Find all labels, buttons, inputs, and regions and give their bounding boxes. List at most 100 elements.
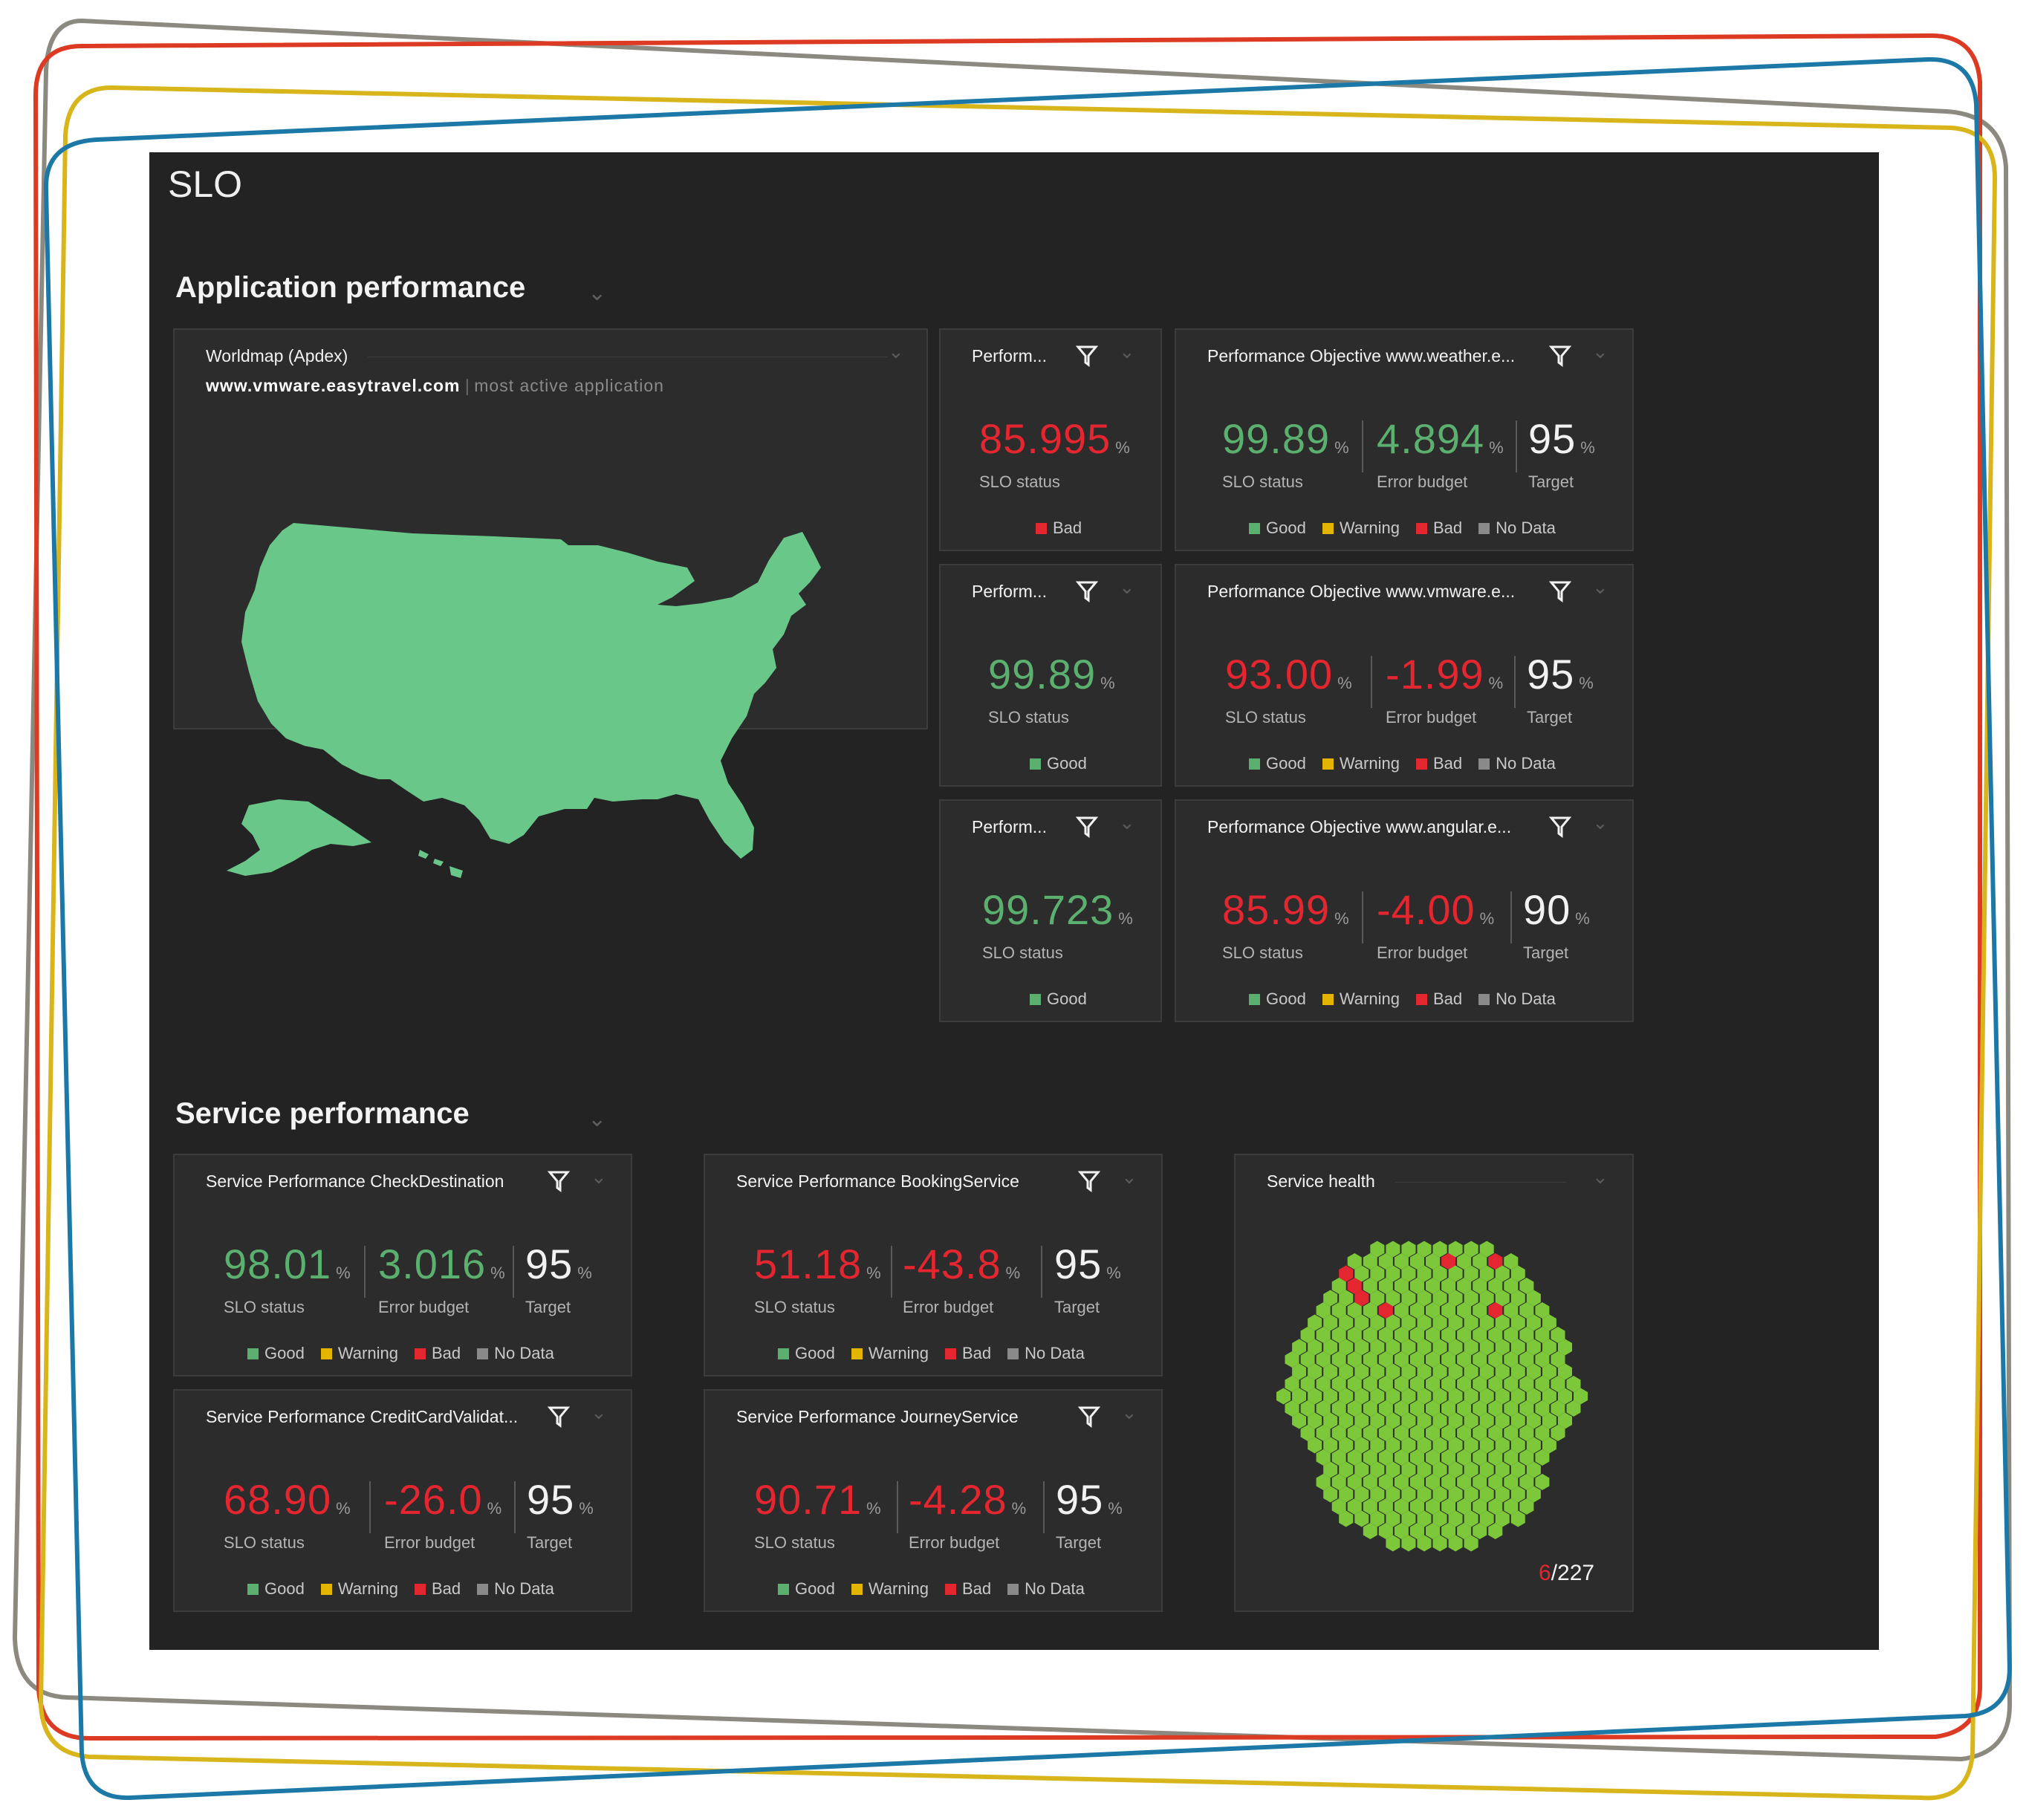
- worldmap-tile[interactable]: Worldmap (Apdex) ⌄ www.vmware.easytravel…: [173, 328, 928, 878]
- service-hex-healthy[interactable]: [1488, 1400, 1503, 1417]
- service-hex-healthy[interactable]: [1504, 1425, 1519, 1441]
- service-hex-healthy[interactable]: [1331, 1400, 1346, 1417]
- service-hex-healthy[interactable]: [1292, 1363, 1307, 1380]
- service-hex-healthy[interactable]: [1432, 1290, 1447, 1307]
- service-hex-healthy[interactable]: [1331, 1351, 1346, 1368]
- service-hex-healthy[interactable]: [1276, 1388, 1291, 1405]
- service-hex-healthy[interactable]: [1347, 1425, 1362, 1441]
- service-hex-healthy[interactable]: [1339, 1486, 1354, 1503]
- service-hex-healthy[interactable]: [1488, 1278, 1503, 1294]
- service-hex-healthy[interactable]: [1378, 1351, 1393, 1368]
- service-hex-healthy[interactable]: [1426, 1351, 1441, 1368]
- chevron-down-icon[interactable]: ⌄: [1121, 1401, 1137, 1423]
- slo-tile-small[interactable]: Perform... ⌄ 85.995% SLO status Bad: [939, 328, 1162, 551]
- service-hex-healthy[interactable]: [1448, 1339, 1463, 1356]
- service-hex-healthy[interactable]: [1378, 1376, 1393, 1392]
- service-hex-healthy[interactable]: [1473, 1449, 1487, 1466]
- service-hex-healthy[interactable]: [1479, 1510, 1494, 1527]
- service-hex-healthy[interactable]: [1370, 1314, 1385, 1331]
- service-hex-healthy[interactable]: [1292, 1388, 1307, 1405]
- service-hex-healthy[interactable]: [1331, 1327, 1346, 1343]
- service-hex-healthy[interactable]: [1551, 1376, 1565, 1392]
- chevron-down-icon[interactable]: ⌄: [888, 340, 904, 363]
- service-hex-healthy[interactable]: [1441, 1278, 1456, 1294]
- service-hex-healthy[interactable]: [1339, 1339, 1354, 1356]
- service-hex-healthy[interactable]: [1526, 1461, 1541, 1478]
- service-hex-healthy[interactable]: [1457, 1498, 1472, 1515]
- service-hex-healthy[interactable]: [1300, 1327, 1315, 1343]
- service-hex-healthy[interactable]: [1504, 1474, 1519, 1490]
- service-hex-healthy[interactable]: [1495, 1461, 1510, 1478]
- service-hex-healthy[interactable]: [1535, 1425, 1550, 1441]
- service-hex-healthy[interactable]: [1551, 1327, 1565, 1343]
- service-hex-healthy[interactable]: [1526, 1412, 1541, 1429]
- service-hex-healthy[interactable]: [1300, 1400, 1315, 1417]
- service-hex-healthy[interactable]: [1363, 1523, 1377, 1539]
- service-hex-healthy[interactable]: [1479, 1241, 1494, 1258]
- service-hex-healthy[interactable]: [1378, 1253, 1393, 1270]
- service-hex-healthy[interactable]: [1386, 1290, 1400, 1307]
- service-hex-healthy[interactable]: [1432, 1486, 1447, 1503]
- service-hex-healthy[interactable]: [1473, 1498, 1487, 1515]
- service-hex-healthy[interactable]: [1323, 1339, 1338, 1356]
- service-hex-healthy[interactable]: [1432, 1339, 1447, 1356]
- chevron-down-icon[interactable]: ⌄: [588, 281, 607, 305]
- chevron-down-icon[interactable]: ⌄: [1592, 340, 1608, 363]
- service-hex-healthy[interactable]: [1473, 1351, 1487, 1368]
- service-hex-healthy[interactable]: [1386, 1314, 1400, 1331]
- service-hex-healthy[interactable]: [1519, 1302, 1534, 1319]
- service-hex-healthy[interactable]: [1464, 1388, 1478, 1405]
- service-hex-healthy[interactable]: [1495, 1510, 1510, 1527]
- chevron-down-icon[interactable]: ⌄: [1119, 340, 1135, 363]
- service-hex-problem[interactable]: [1488, 1302, 1503, 1319]
- service-hex-healthy[interactable]: [1566, 1376, 1581, 1392]
- service-hex-healthy[interactable]: [1510, 1314, 1525, 1331]
- service-hex-healthy[interactable]: [1441, 1302, 1456, 1319]
- chevron-down-icon[interactable]: ⌄: [1592, 811, 1608, 833]
- service-hex-healthy[interactable]: [1394, 1376, 1409, 1392]
- service-hex-healthy[interactable]: [1510, 1486, 1525, 1503]
- service-hex-healthy[interactable]: [1394, 1523, 1409, 1539]
- service-hex-healthy[interactable]: [1441, 1449, 1456, 1466]
- service-hex-healthy[interactable]: [1504, 1351, 1519, 1368]
- service-hex-healthy[interactable]: [1457, 1400, 1472, 1417]
- service-hex-healthy[interactable]: [1510, 1388, 1525, 1405]
- service-hex-healthy[interactable]: [1409, 1474, 1424, 1490]
- service-hex-healthy[interactable]: [1316, 1376, 1331, 1392]
- service-hex-healthy[interactable]: [1394, 1425, 1409, 1441]
- service-hex-healthy[interactable]: [1535, 1302, 1550, 1319]
- service-hex-healthy[interactable]: [1401, 1486, 1416, 1503]
- service-hex-healthy[interactable]: [1488, 1498, 1503, 1515]
- service-hex-healthy[interactable]: [1526, 1437, 1541, 1454]
- service-hex-healthy[interactable]: [1300, 1376, 1315, 1392]
- slo-tile-service[interactable]: Service Performance CheckDestination ⌄ 9…: [173, 1154, 632, 1377]
- service-hex-healthy[interactable]: [1363, 1278, 1377, 1294]
- service-hex-healthy[interactable]: [1542, 1339, 1556, 1356]
- service-hex-healthy[interactable]: [1331, 1449, 1346, 1466]
- service-hex-healthy[interactable]: [1354, 1388, 1369, 1405]
- chevron-down-icon[interactable]: ⌄: [1592, 576, 1608, 598]
- service-hex-problem[interactable]: [1354, 1290, 1369, 1307]
- chevron-down-icon[interactable]: ⌄: [1592, 1166, 1608, 1188]
- service-hex-healthy[interactable]: [1519, 1278, 1534, 1294]
- service-hex-healthy[interactable]: [1394, 1498, 1409, 1515]
- service-hex-healthy[interactable]: [1448, 1314, 1463, 1331]
- service-hex-healthy[interactable]: [1504, 1302, 1519, 1319]
- service-hex-healthy[interactable]: [1464, 1412, 1478, 1429]
- service-hex-healthy[interactable]: [1479, 1412, 1494, 1429]
- service-hex-healthy[interactable]: [1370, 1412, 1385, 1429]
- service-hex-healthy[interactable]: [1386, 1412, 1400, 1429]
- service-hex-healthy[interactable]: [1401, 1265, 1416, 1282]
- service-hex-healthy[interactable]: [1464, 1486, 1478, 1503]
- service-hex-healthy[interactable]: [1464, 1290, 1478, 1307]
- service-hex-healthy[interactable]: [1363, 1498, 1377, 1515]
- service-hex-healthy[interactable]: [1394, 1253, 1409, 1270]
- service-hex-healthy[interactable]: [1488, 1327, 1503, 1343]
- service-hex-healthy[interactable]: [1473, 1253, 1487, 1270]
- service-hex-healthy[interactable]: [1432, 1265, 1447, 1282]
- service-hex-healthy[interactable]: [1316, 1302, 1331, 1319]
- service-hex-healthy[interactable]: [1473, 1302, 1487, 1319]
- service-hex-healthy[interactable]: [1557, 1388, 1572, 1405]
- service-hex-healthy[interactable]: [1495, 1486, 1510, 1503]
- service-hex-healthy[interactable]: [1426, 1376, 1441, 1392]
